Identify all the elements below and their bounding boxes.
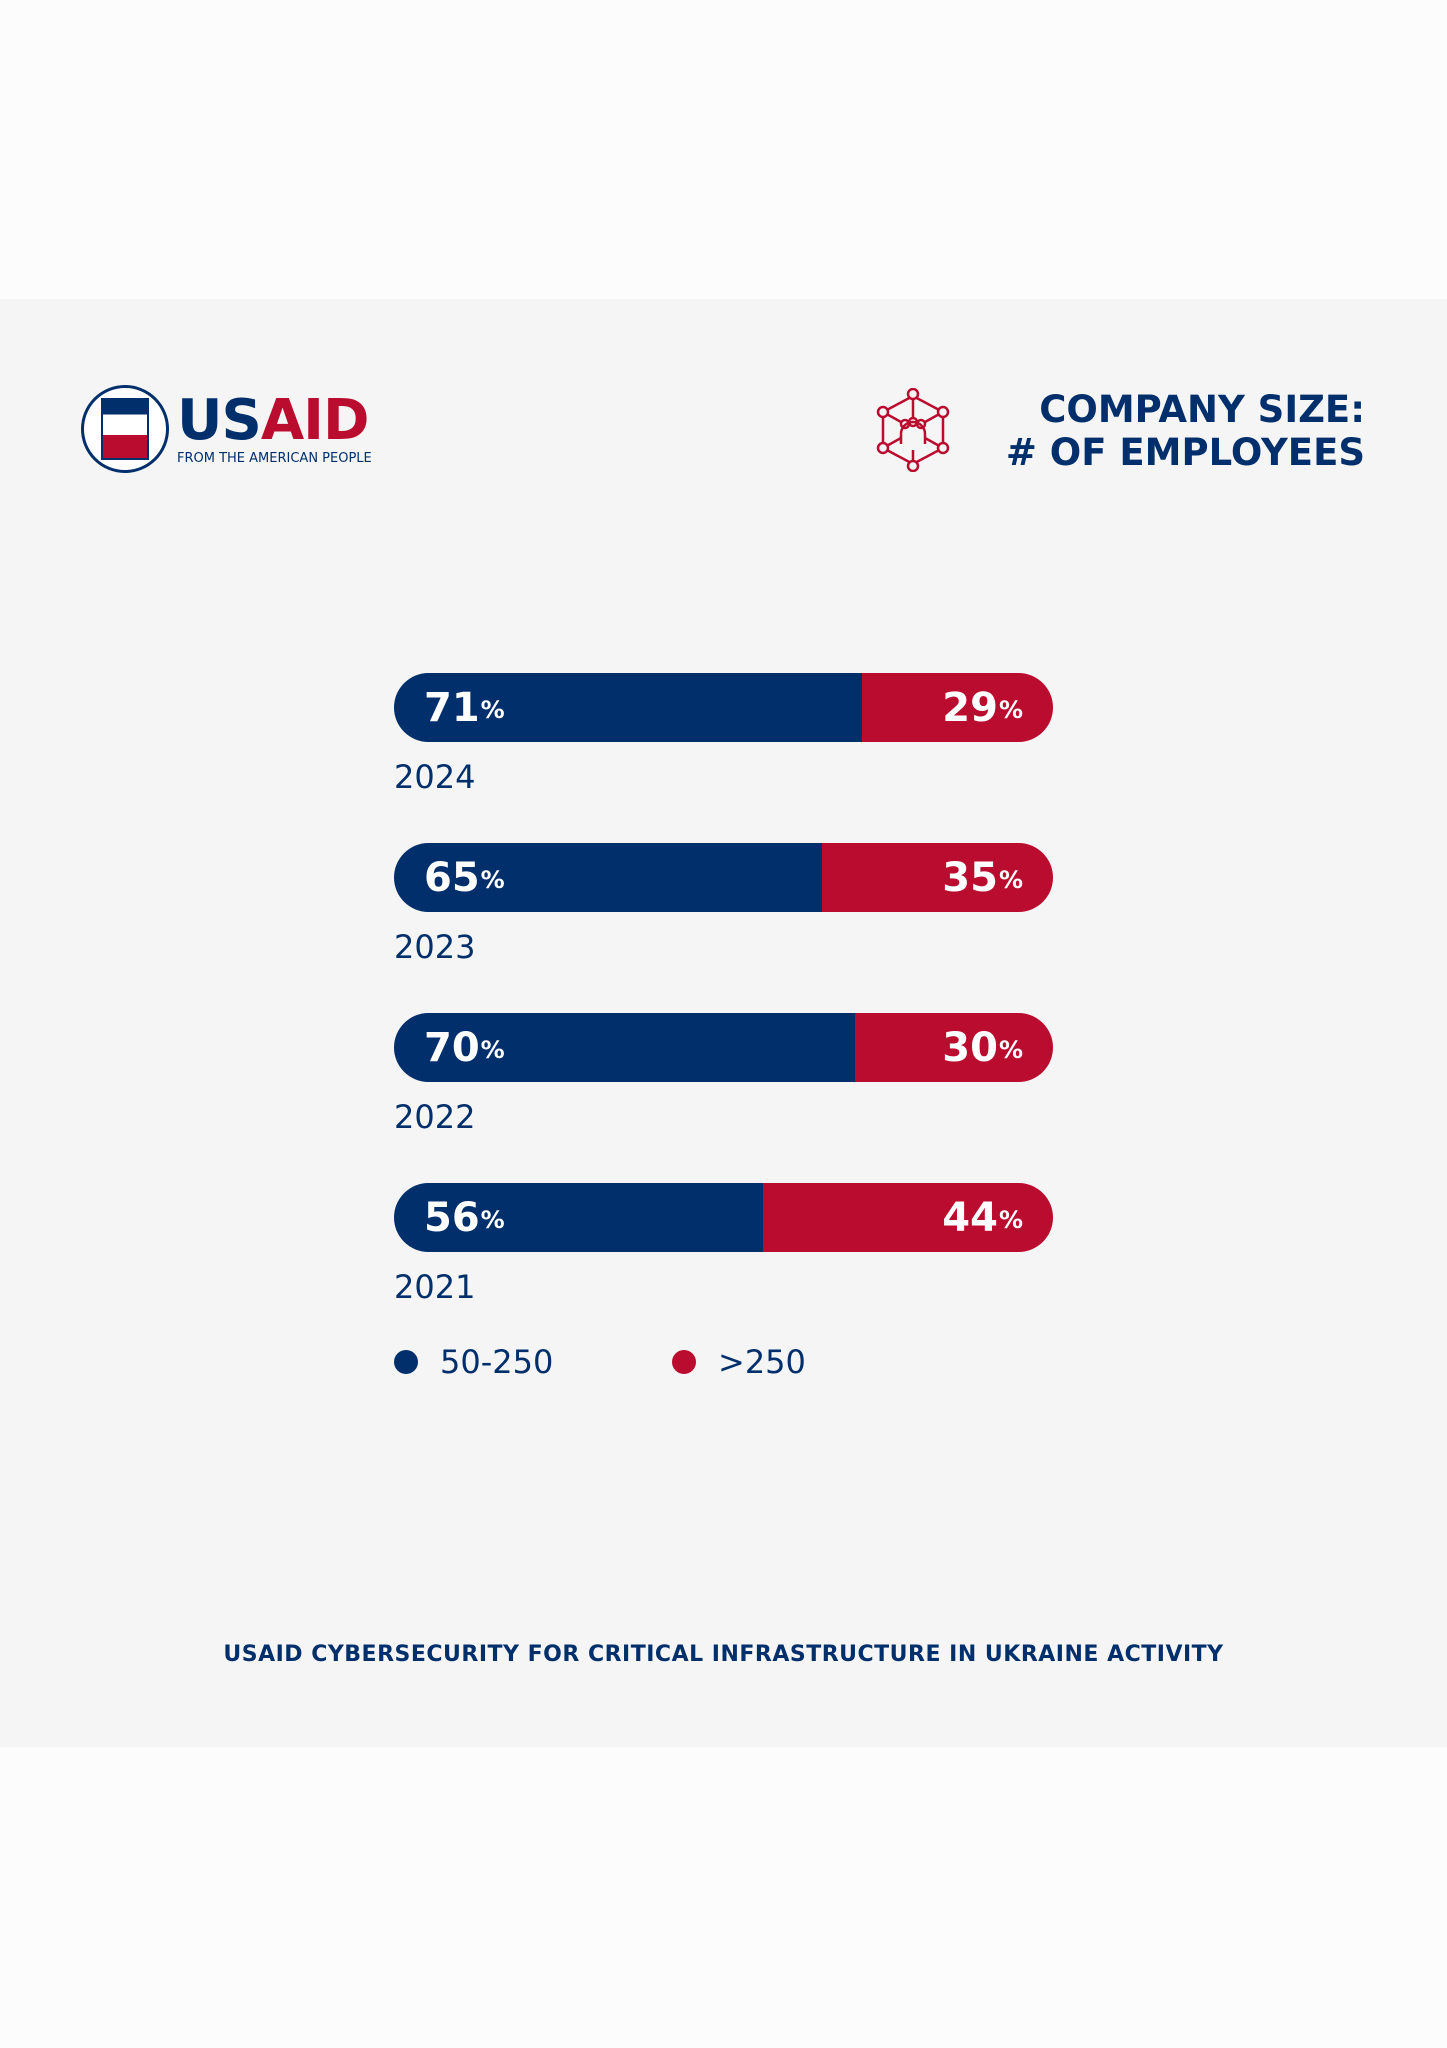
bar-2024: 71% 29%: [394, 673, 1053, 742]
year-label: 2023: [394, 928, 476, 966]
bar-segment-50-250: 71%: [394, 673, 862, 742]
title-line-2: # OF EMPLOYEES: [1005, 431, 1365, 474]
network-people-icon: [876, 388, 950, 472]
logo-us: US: [177, 387, 262, 453]
usaid-logo: USAID FROM THE AMERICAN PEOPLE: [81, 385, 372, 473]
data-label: 71: [424, 684, 480, 731]
data-label-unit: %: [998, 1036, 1023, 1064]
bar-segment-50-250: 65%: [394, 843, 823, 912]
year-label: 2024: [394, 758, 476, 796]
data-label: 29: [942, 684, 998, 731]
bar-2021: 56% 44%: [394, 1183, 1053, 1252]
bar-segment-over-250: 29%: [861, 673, 1053, 742]
bar-2022: 70% 30%: [394, 1013, 1053, 1082]
data-label-unit: %: [480, 1206, 505, 1234]
data-label: 30: [942, 1024, 998, 1071]
bar-segment-over-250: 44%: [763, 1183, 1053, 1252]
data-label-unit: %: [998, 866, 1023, 894]
legend: 50-250 >250: [394, 1343, 950, 1381]
data-label-unit: %: [998, 1206, 1023, 1234]
footer-text: USAID CYBERSECURITY FOR CRITICAL INFRAST…: [223, 1642, 1224, 1667]
bar-segment-50-250: 70%: [394, 1013, 856, 1082]
bar-segment-50-250: 56%: [394, 1183, 764, 1252]
bar-segment-over-250: 30%: [855, 1013, 1053, 1082]
year-label: 2021: [394, 1268, 476, 1306]
data-label-unit: %: [480, 866, 505, 894]
data-label: 44: [942, 1194, 998, 1241]
data-label-unit: %: [998, 696, 1023, 724]
data-label: 35: [942, 854, 998, 901]
legend-item-50-250: 50-250: [394, 1343, 672, 1381]
legend-dot: [394, 1350, 418, 1374]
year-label: 2022: [394, 1098, 476, 1136]
data-label: 56: [424, 1194, 480, 1241]
title-line-1: COMPANY SIZE:: [1039, 388, 1365, 431]
legend-item-over-250: >250: [672, 1343, 950, 1381]
bar-2023: 65% 35%: [394, 843, 1053, 912]
legend-label: >250: [718, 1343, 806, 1381]
usaid-seal-icon: [81, 385, 169, 473]
bar-segment-over-250: 35%: [822, 843, 1053, 912]
data-label: 70: [424, 1024, 480, 1071]
data-label-unit: %: [480, 696, 505, 724]
data-label-unit: %: [480, 1036, 505, 1064]
chart-title: COMPANY SIZE: # OF EMPLOYEES: [1006, 388, 1365, 474]
data-label: 65: [424, 854, 480, 901]
legend-label: 50-250: [440, 1343, 554, 1381]
legend-dot: [672, 1350, 696, 1374]
logo-aid: AID: [260, 387, 370, 453]
logo-tagline: FROM THE AMERICAN PEOPLE: [177, 450, 372, 466]
